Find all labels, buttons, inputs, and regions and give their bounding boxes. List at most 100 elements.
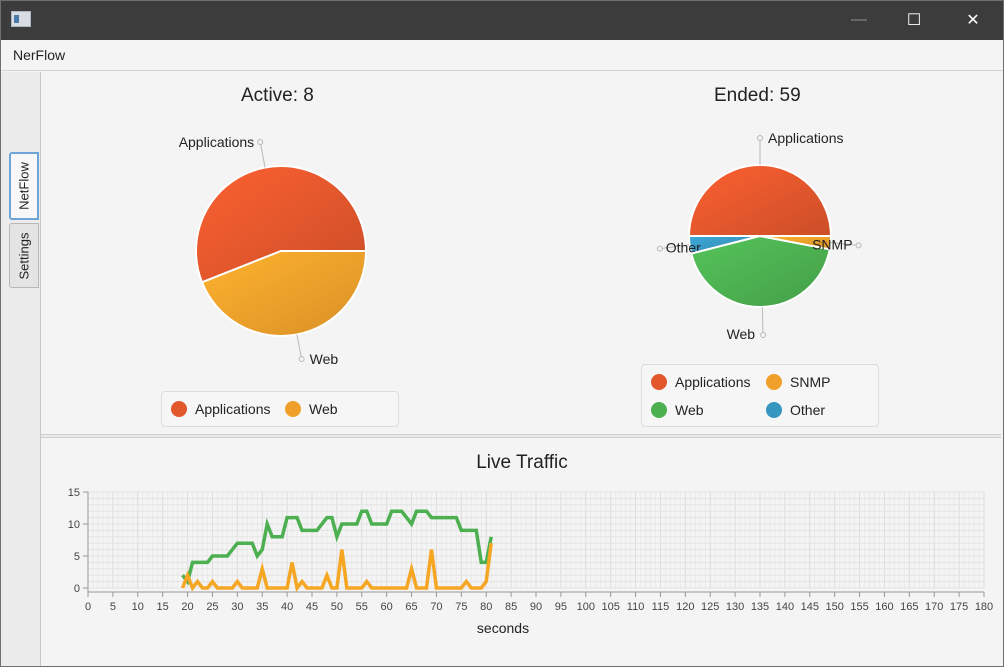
tab-settings-label: Settings xyxy=(16,232,32,279)
legend-item-web: Web xyxy=(285,401,338,417)
x-tick-label: 10 xyxy=(132,601,144,613)
x-tick-label: 15 xyxy=(157,601,169,613)
x-tick-label: 140 xyxy=(776,601,794,613)
x-tick-label: 25 xyxy=(206,601,218,613)
pie-label-line xyxy=(296,334,303,360)
pie-label-line xyxy=(761,306,764,335)
menu-nerflow[interactable]: NerFlow xyxy=(13,47,66,63)
legend-item-web: Web xyxy=(651,402,704,418)
active-pie-title: Active: 8 xyxy=(241,85,314,106)
minimize-button[interactable]: — xyxy=(851,11,867,28)
x-tick-label: 40 xyxy=(281,601,293,613)
x-tick-label: 50 xyxy=(331,601,343,613)
x-tick-label: 165 xyxy=(900,601,918,613)
x-tick-label: 0 xyxy=(85,601,91,613)
live-traffic-chart: 0 5 10 15 20 25 30 35 40 45 50 55 60 65 70 75 80 85 90 95 10… xyxy=(68,487,993,636)
menu-bar: NerFlow xyxy=(0,40,1004,71)
active-pie-legend: Applications Web xyxy=(161,391,399,427)
y-tick-label: 5 xyxy=(74,551,80,563)
x-tick-label: 120 xyxy=(676,601,694,613)
pie-label-dot xyxy=(855,242,862,249)
x-tick-label: 80 xyxy=(480,601,492,613)
x-tick-label: 20 xyxy=(181,601,193,613)
x-tick-label: 45 xyxy=(306,601,318,613)
x-tick-label: 5 xyxy=(110,601,116,613)
legend-item-snmp: SNMP xyxy=(766,374,830,390)
x-tick-label: 115 xyxy=(652,601,670,613)
x-tick-label: 130 xyxy=(726,601,744,613)
tab-netflow[interactable]: NetFlow xyxy=(9,152,39,220)
pie-slice-web xyxy=(200,250,368,337)
x-tick-label: 60 xyxy=(381,601,393,613)
series-line-0 xyxy=(181,509,493,586)
ended-pie-legend: Applications SNMP Web Other xyxy=(641,364,879,427)
x-tick-label: 85 xyxy=(505,601,517,613)
pie-label-dot xyxy=(656,245,663,252)
x-tick-label: 35 xyxy=(256,601,268,613)
legend-swatch xyxy=(171,401,187,417)
pie-label-applications: Applications xyxy=(768,130,844,146)
legend-label: Web xyxy=(675,402,704,418)
pie-slice-applications xyxy=(195,165,368,284)
legend-label: Applications xyxy=(195,401,271,417)
x-tick-label: 65 xyxy=(405,601,417,613)
pie-label-web: Web xyxy=(727,326,756,342)
x-tick-label: 180 xyxy=(975,601,993,613)
active-pie-chart: Applications Web xyxy=(179,134,368,367)
legend-swatch xyxy=(651,402,667,418)
pie-label-dot xyxy=(757,135,763,141)
live-traffic-title: Live Traffic xyxy=(476,452,568,473)
y-tick-label: 15 xyxy=(68,487,80,499)
legend-label: Other xyxy=(790,402,826,418)
split-divider[interactable] xyxy=(41,434,1001,438)
pie-label-applications: Applications xyxy=(179,134,255,150)
legend-item-applications: Applications xyxy=(651,374,751,390)
legend-swatch xyxy=(766,402,782,418)
ended-pie-chart: Applications Other Web SNMP xyxy=(656,130,862,342)
pie-slice-applications xyxy=(687,164,833,237)
x-tick-label: 150 xyxy=(825,601,843,613)
x-tick-label: 100 xyxy=(577,601,595,613)
x-tick-label: 135 xyxy=(751,601,769,613)
x-axis-label: seconds xyxy=(477,620,529,636)
x-tick-label: 160 xyxy=(875,601,893,613)
legend-label: Applications xyxy=(675,374,751,390)
series-line-1 xyxy=(180,542,493,593)
pie-slice-web xyxy=(690,234,831,308)
pie-label-dot xyxy=(257,138,264,145)
pie-label-line xyxy=(259,141,266,168)
x-tick-label: 70 xyxy=(430,601,442,613)
y-tick-label: 0 xyxy=(74,583,80,595)
x-tick-label: 30 xyxy=(231,601,243,613)
pie-label-line xyxy=(830,242,859,246)
legend-label: SNMP xyxy=(790,374,831,390)
pie-label-dot xyxy=(298,356,305,363)
legend-label: Web xyxy=(309,401,338,417)
ended-pie-title: Ended: 59 xyxy=(714,85,801,106)
x-tick-label: 55 xyxy=(356,601,368,613)
tab-netflow-label: NetFlow xyxy=(16,162,32,210)
x-tick-label: 170 xyxy=(925,601,943,613)
pie-label-line xyxy=(659,244,690,250)
y-tick-label: 10 xyxy=(68,519,80,531)
legend-swatch xyxy=(285,401,301,417)
tab-settings[interactable]: Settings xyxy=(9,223,39,288)
x-tick-label: 105 xyxy=(601,601,619,613)
x-tick-label: 145 xyxy=(801,601,819,613)
close-button[interactable]: ✕ xyxy=(966,12,980,29)
x-tick-label: 90 xyxy=(530,601,542,613)
x-tick-label: 75 xyxy=(455,601,467,613)
app-icon xyxy=(11,11,31,27)
x-tick-label: 125 xyxy=(701,601,719,613)
maximize-button[interactable]: ☐ xyxy=(906,12,922,29)
x-tick-label: 95 xyxy=(555,601,567,613)
legend-item-other: Other xyxy=(766,402,825,418)
x-tick-label: 110 xyxy=(627,601,645,613)
x-tick-label: 175 xyxy=(950,601,968,613)
pie-slice-snmp xyxy=(759,235,833,251)
vertical-tab-strip: NetFlow Settings xyxy=(0,72,41,667)
pie-label-dot xyxy=(760,331,767,338)
legend-swatch xyxy=(766,374,782,390)
title-bar: — ☐ ✕ xyxy=(0,0,1004,40)
pie-label-snmp: SNMP xyxy=(812,236,852,252)
